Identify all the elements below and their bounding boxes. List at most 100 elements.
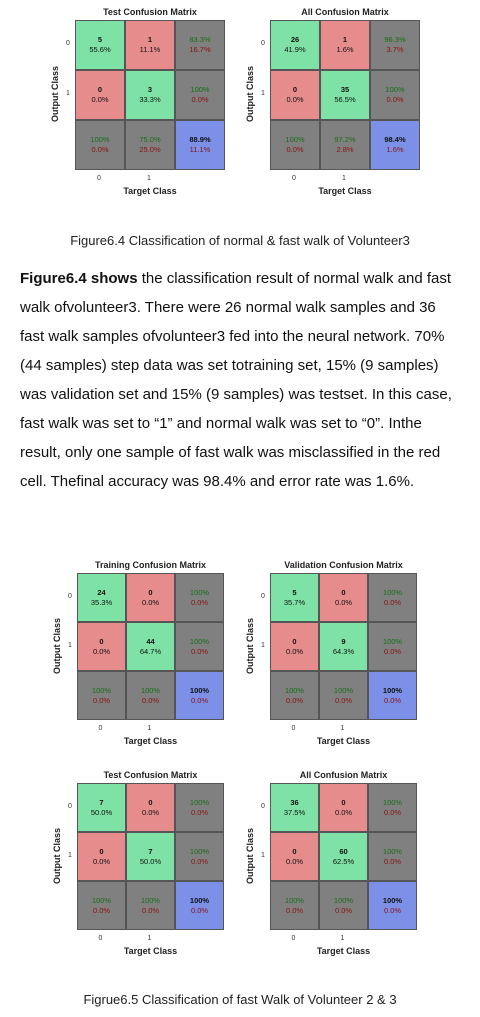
cell-text: 9 (341, 636, 346, 646)
matrix-title: All Confusion Matrix (301, 7, 389, 17)
matrix-cell: 100% 0.0% (368, 832, 417, 881)
cell-text: 0 (99, 636, 104, 646)
matrix-cell: 9 64.3% (319, 622, 368, 671)
cell-text: 7 (99, 797, 104, 807)
matrix-cell: 0 0.0% (126, 783, 175, 832)
y-tick-label: 1 (68, 851, 72, 859)
cell-text: 0.0% (190, 646, 209, 656)
paragraph-text: the classification result of normal walk… (20, 270, 452, 490)
y-tick-label: 1 (68, 641, 72, 649)
matrix-cell: 100% 0.0% (368, 671, 417, 720)
x-tick-label: 1 (147, 935, 152, 942)
matrix-cell: 100% 0.0% (270, 120, 320, 170)
x-tick-label: 1 (147, 175, 151, 182)
cell-text: 11.1% (139, 45, 161, 54)
cell-text: 0.0% (383, 646, 402, 656)
cell-text: 0.0% (190, 597, 209, 607)
cell-text: 1.6% (386, 145, 404, 154)
matrix-cell: 0 0.0% (270, 622, 319, 671)
y-axis-label: Output Class (245, 617, 255, 674)
y-tick-label: 0 (261, 40, 265, 47)
matrix-cell: 0 0.0% (270, 70, 320, 120)
matrix-cell: 100% 0.0% (368, 881, 417, 930)
cell-text: 0.0% (141, 807, 160, 817)
cell-text: 0.0% (92, 646, 111, 656)
cell-text: 100% (189, 895, 210, 905)
cell-text: 0.0% (92, 856, 111, 866)
cell-text: 83.3% (189, 35, 211, 44)
cell-text: 0.0% (334, 695, 353, 705)
cell-text: 33.3% (139, 95, 161, 104)
cell-text: 0 (99, 846, 104, 856)
cell-text: 62.5% (332, 856, 355, 866)
matrix-cell: 100% 0.0% (270, 881, 319, 930)
matrix-cell: 100% 0.0% (175, 832, 224, 881)
cell-text: 3 (147, 85, 153, 94)
cell-text: 36 (290, 797, 299, 807)
x-axis-label: Target Class (316, 736, 371, 746)
x-tick-label: 1 (147, 725, 152, 732)
cell-text: 0.0% (383, 905, 402, 915)
cell-text: 5 (292, 587, 297, 597)
matrix-title: Training Confusion Matrix (94, 560, 206, 570)
cell-text: 0.0% (334, 597, 353, 607)
matrix-cell: 5 35.7% (270, 573, 319, 622)
cell-text: 64.7% (139, 646, 162, 656)
cell-text: 100% (90, 135, 110, 144)
cell-text: 100% (190, 85, 210, 94)
cell-text: 100% (385, 85, 405, 94)
cell-text: 100% (189, 636, 210, 646)
cell-text: 0 (148, 587, 153, 597)
cell-text: 0.0% (286, 145, 304, 154)
matrix-cell: 100% 0.0% (77, 881, 126, 930)
cell-text: 35.7% (283, 597, 306, 607)
y-tick-label: 0 (261, 592, 265, 600)
cell-text: 0.0% (285, 905, 304, 915)
cell-text: 96.3% (384, 35, 406, 44)
cell-text: 35 (340, 85, 350, 94)
cell-text: 100% (284, 895, 305, 905)
cell-text: 100% (189, 587, 210, 597)
cell-text: 0.0% (334, 807, 353, 817)
x-axis-label: Target Class (123, 946, 178, 956)
matrix-cell: 0 0.0% (319, 573, 368, 622)
x-tick-label: 0 (291, 935, 296, 942)
cell-text: 100% (382, 895, 403, 905)
y-axis-label: Output Class (245, 827, 255, 884)
cell-text: 100% (382, 587, 403, 597)
matrix-cell: 100% 0.0% (175, 573, 224, 622)
cell-text: 25.0% (139, 145, 161, 154)
matrix-cell: 100% 0.0% (368, 783, 417, 832)
matrix-cell: 100% 0.0% (319, 671, 368, 720)
cell-text: 37.5% (283, 807, 306, 817)
cell-text: 0.0% (141, 597, 160, 607)
cell-text: 50.0% (139, 856, 162, 866)
matrix-title: Test Confusion Matrix (103, 770, 198, 780)
x-tick-label: 0 (292, 175, 296, 182)
y-tick-label: 1 (261, 641, 265, 649)
matrix-cell: 100% 0.0% (370, 70, 420, 120)
matrix-cell: 88.9% 11.1% (175, 120, 225, 170)
x-tick-label: 0 (97, 175, 101, 182)
cell-text: 56.5% (334, 95, 356, 104)
matrix-cell: 100% 0.0% (126, 881, 175, 930)
cell-text: 100% (189, 797, 210, 807)
matrix-cell: 100% 0.0% (175, 783, 224, 832)
cell-text: 75.0% (139, 135, 161, 144)
matrix-cell: 24 35.3% (77, 573, 126, 622)
cell-text: 60 (339, 846, 348, 856)
y-axis-label: Output Class (50, 66, 60, 123)
y-tick-label: 0 (66, 40, 70, 47)
cell-text: 0.0% (141, 695, 160, 705)
matrix-cell: 35 56.5% (320, 70, 370, 120)
matrix-cell: 44 64.7% (126, 622, 175, 671)
cell-text: 100% (285, 135, 305, 144)
cell-text: 0.0% (334, 905, 353, 915)
matrix-cell: 1 1.6% (320, 20, 370, 70)
matrix-cell: 1 11.1% (125, 20, 175, 70)
cell-text: 1 (342, 35, 348, 44)
y-tick-label: 1 (261, 851, 265, 859)
matrix-cell: 7 50.0% (126, 832, 175, 881)
matrix-cell: 36 37.5% (270, 783, 319, 832)
matrix-cell: 75.0% 25.0% (125, 120, 175, 170)
